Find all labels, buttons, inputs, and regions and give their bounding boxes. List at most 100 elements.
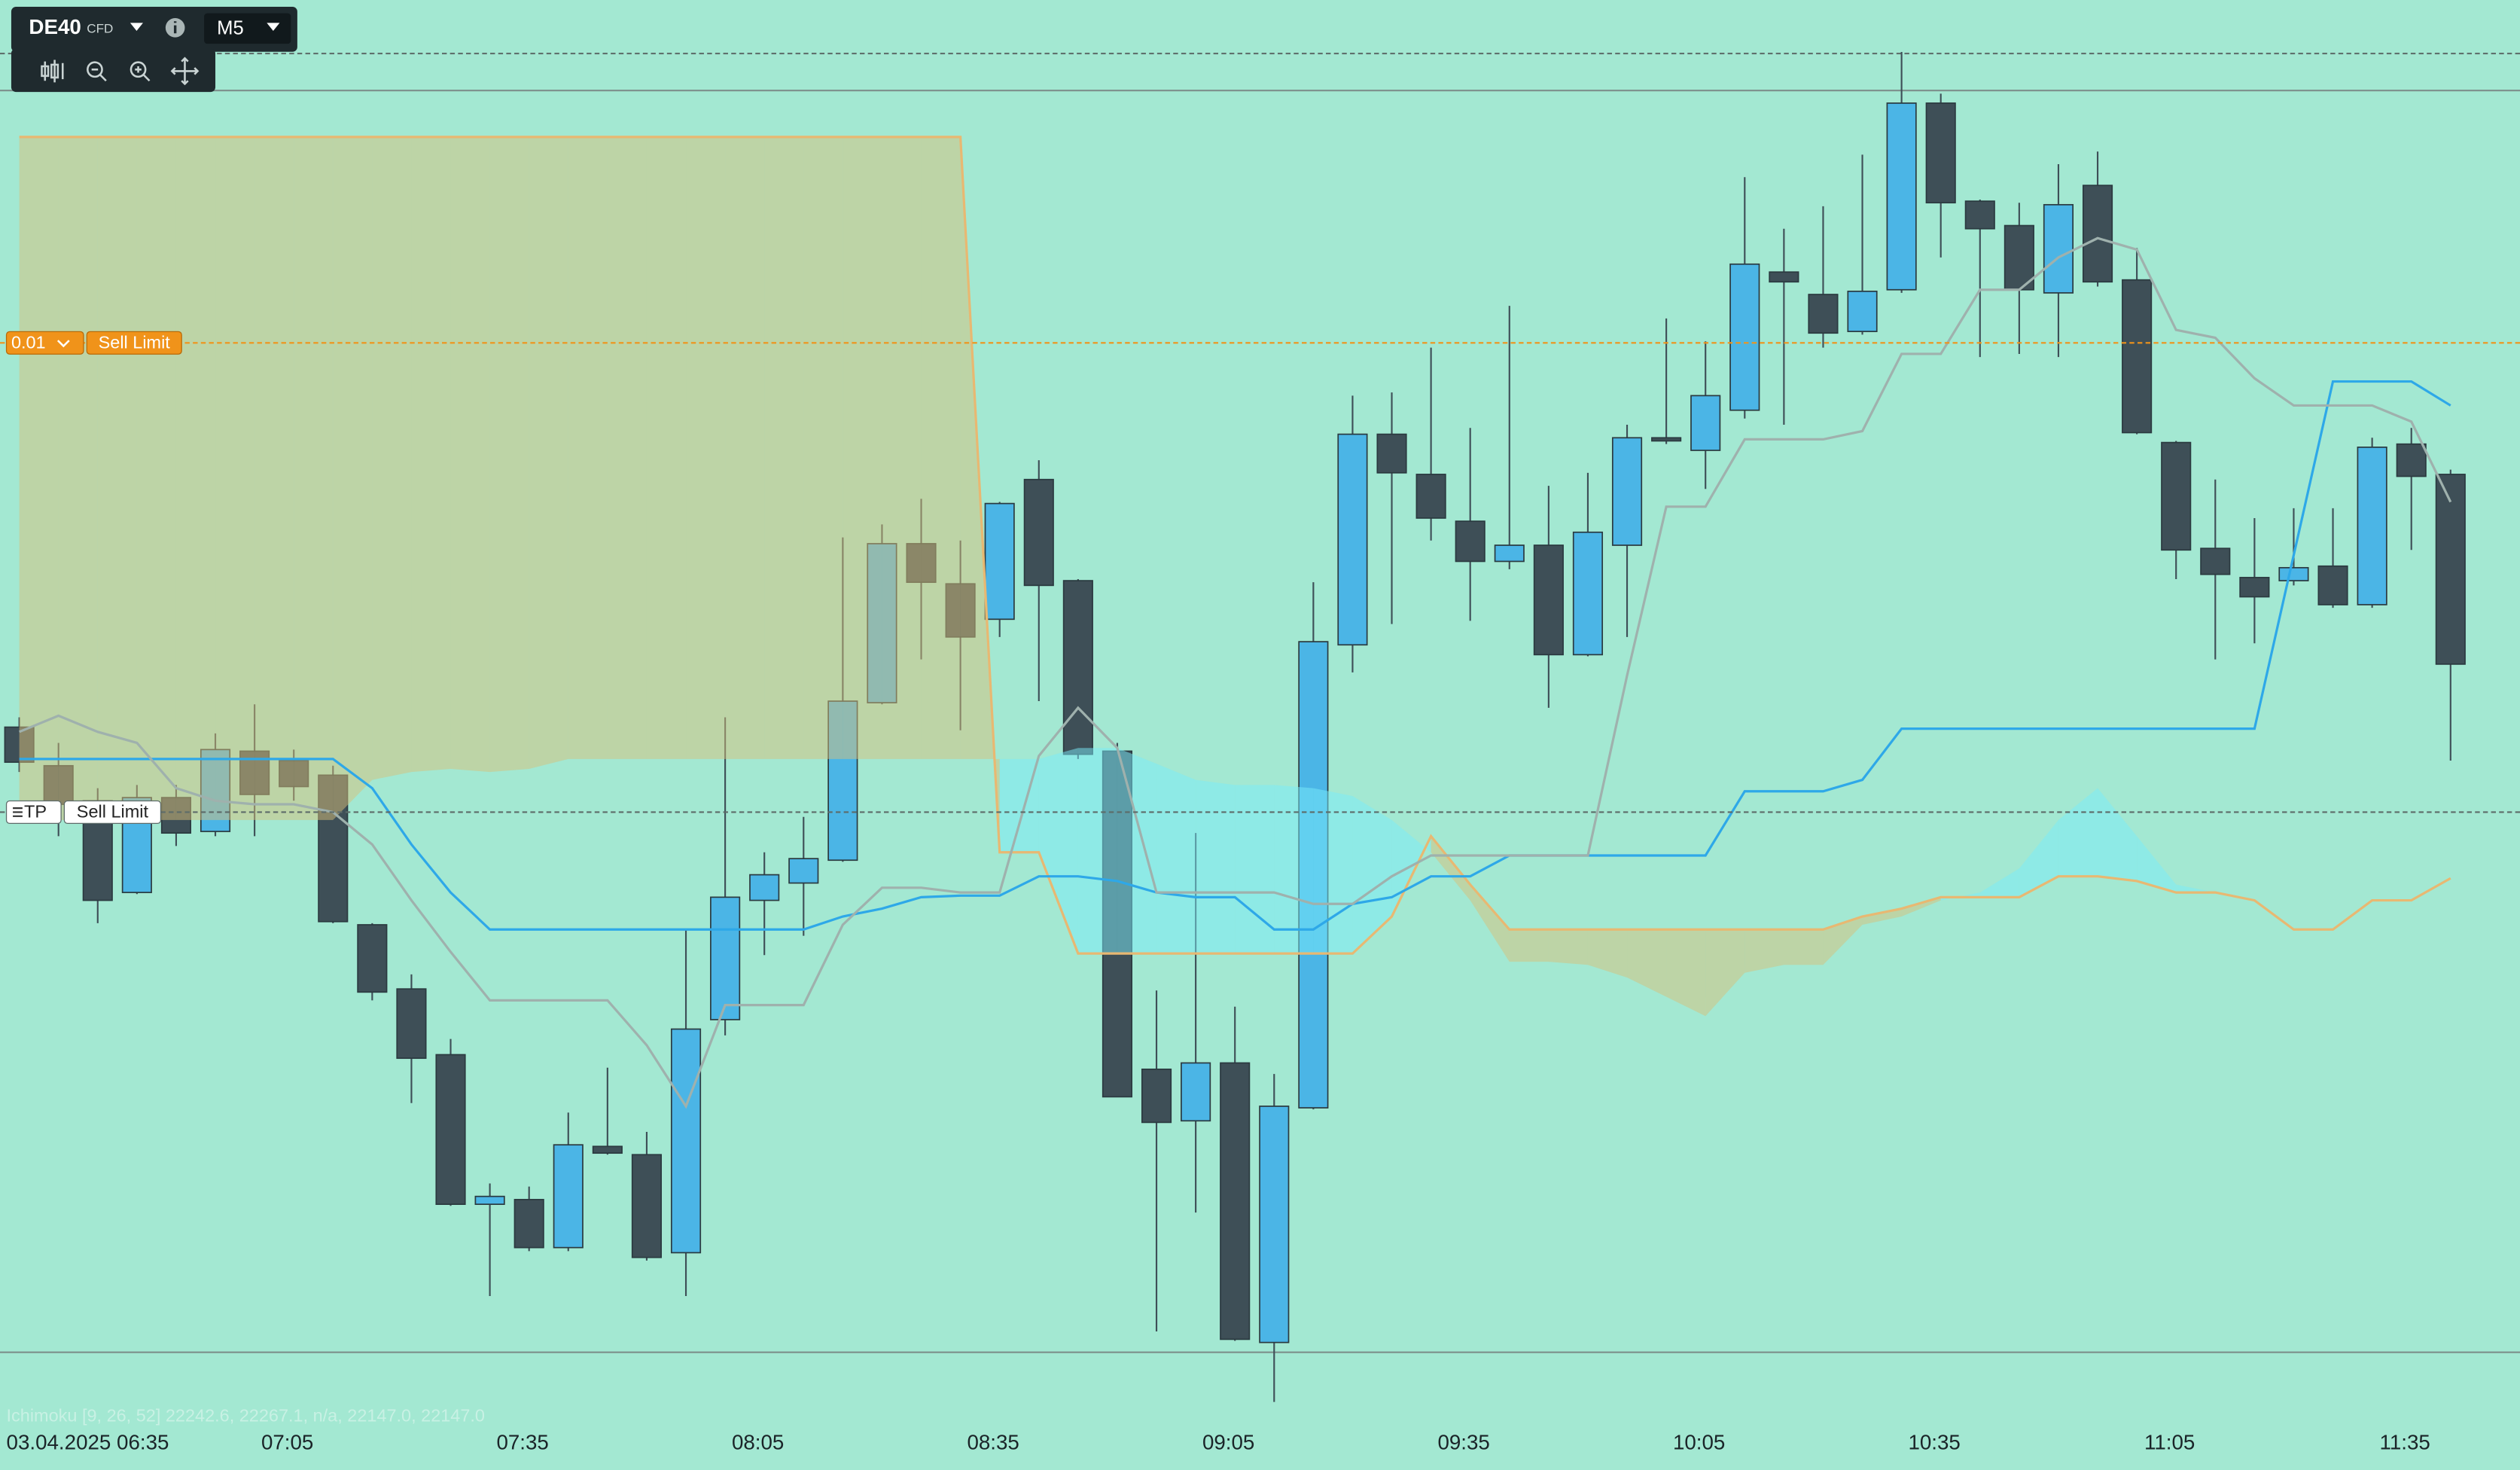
x-tick-label: 11:05 bbox=[2144, 1431, 2195, 1454]
order-label[interactable]: 0.01 Sell Limit bbox=[5, 331, 182, 355]
timeframe: M5 bbox=[217, 18, 244, 39]
chart-type-icon[interactable] bbox=[41, 59, 64, 83]
indicator-line bbox=[19, 236, 2452, 1109]
candle-body bbox=[710, 896, 741, 1020]
x-tick-label: 08:35 bbox=[967, 1431, 1019, 1454]
timeframe-dropdown[interactable] bbox=[267, 23, 280, 32]
candle-body bbox=[1415, 474, 1446, 519]
cloud-segment bbox=[1077, 748, 1117, 954]
cloud-segment bbox=[1431, 836, 1470, 901]
menu-icon bbox=[13, 807, 23, 817]
candle-body bbox=[1769, 271, 1799, 283]
cloud-segment bbox=[686, 136, 726, 759]
cloud-segment bbox=[489, 136, 529, 773]
zoom-in-icon[interactable] bbox=[130, 61, 151, 82]
tools-box bbox=[11, 48, 216, 93]
dropdown-icon bbox=[56, 340, 70, 348]
cloud-segment bbox=[1117, 748, 1157, 954]
candle-body bbox=[2357, 446, 2387, 605]
levels bbox=[0, 53, 2520, 1353]
candle-body bbox=[1259, 1106, 1290, 1343]
cloud-segment bbox=[1196, 779, 1236, 954]
candle-body bbox=[984, 502, 1015, 621]
x-axis: 03.04.2025 06:35 07:05 07:35 08:05 08:35 09:0… bbox=[7, 1431, 2430, 1454]
symbol-toolbar: DE40 CFD M5 bbox=[11, 7, 297, 93]
order-label-text: Sell Limit bbox=[77, 802, 149, 822]
candle-body bbox=[1572, 531, 1604, 656]
x-tick-label: 03.04.2025 06:35 bbox=[7, 1431, 169, 1454]
cloud-segment bbox=[1509, 929, 1549, 962]
cloud-segment bbox=[450, 136, 490, 773]
order-tag: 0.01 bbox=[11, 333, 46, 352]
cloud-segment bbox=[1587, 929, 1628, 978]
cloud-segment bbox=[1470, 884, 1510, 962]
candle-body bbox=[1181, 1062, 1211, 1122]
cloud-segment bbox=[607, 136, 647, 759]
cloud-segment bbox=[646, 136, 687, 759]
cloud-segment bbox=[2176, 884, 2216, 893]
candle-body bbox=[1886, 102, 1917, 291]
candle-body bbox=[1690, 395, 1721, 451]
cloud-segment bbox=[1548, 929, 1588, 965]
cloud bbox=[19, 136, 2451, 1017]
candle-body bbox=[2161, 441, 2192, 551]
candle-body bbox=[1847, 290, 1878, 333]
symbol-dropdown[interactable] bbox=[130, 23, 143, 32]
cloud-segment bbox=[333, 136, 373, 820]
cloud-segment bbox=[725, 136, 765, 759]
indicator-lines bbox=[19, 236, 2452, 1109]
candle-body bbox=[1376, 433, 1407, 474]
candle-body bbox=[670, 1028, 702, 1254]
order-tag-box[interactable] bbox=[5, 800, 62, 825]
candle-body bbox=[1220, 1062, 1251, 1340]
order-label-box[interactable] bbox=[86, 331, 182, 355]
crosshair-icon[interactable] bbox=[170, 56, 200, 86]
x-tick-label: 08:05 bbox=[732, 1431, 784, 1454]
candle-body bbox=[2239, 577, 2270, 598]
orders: 0.01 Sell Limit TP Sell Limit bbox=[0, 331, 2520, 825]
candle-body bbox=[1729, 263, 1760, 411]
symbol[interactable]: DE40 bbox=[29, 15, 81, 38]
cloud-segment bbox=[1313, 788, 1353, 954]
candle-body bbox=[2278, 566, 2309, 581]
cloud-segment bbox=[1901, 897, 1941, 916]
cloud-segment bbox=[1979, 868, 2019, 898]
candle-body bbox=[2435, 474, 2466, 665]
order-label[interactable]: TP Sell Limit bbox=[5, 800, 162, 825]
cloud-segment bbox=[999, 758, 1039, 852]
cloud-segment bbox=[2019, 819, 2058, 898]
cloud-segment bbox=[1352, 796, 1392, 954]
candle-body bbox=[1611, 437, 1643, 546]
cloud-segment bbox=[568, 136, 608, 759]
cloud-segment bbox=[2058, 788, 2098, 877]
x-tick-label: 07:05 bbox=[261, 1431, 313, 1454]
candle-body bbox=[1533, 544, 1564, 656]
candle-body bbox=[2082, 185, 2113, 283]
cloud-segment bbox=[1235, 785, 1275, 954]
candle-body bbox=[1494, 544, 1525, 563]
candle-body bbox=[1925, 102, 1956, 204]
cloud-segment bbox=[843, 136, 882, 759]
cloud-segment bbox=[254, 136, 294, 820]
timeframe-box[interactable] bbox=[204, 13, 291, 44]
cloud-segment bbox=[58, 136, 98, 820]
candle-body bbox=[1141, 1068, 1172, 1124]
cloud-segment bbox=[411, 136, 451, 773]
x-tick-label: 09:05 bbox=[1202, 1431, 1254, 1454]
candle-body bbox=[1651, 437, 1682, 442]
cloud-segment bbox=[97, 136, 137, 820]
zoom-out-icon[interactable] bbox=[87, 61, 107, 82]
candle-body bbox=[631, 1154, 663, 1258]
cloud-segment bbox=[1744, 929, 1784, 973]
candle-body bbox=[1964, 200, 1995, 230]
candle-body bbox=[592, 1145, 623, 1154]
cloud-segment bbox=[136, 136, 176, 820]
cloud-segment bbox=[2137, 836, 2177, 893]
cloud-segment bbox=[1862, 908, 1902, 925]
order-label-box[interactable] bbox=[63, 800, 162, 825]
cloud-segment bbox=[1156, 764, 1196, 954]
indicator-status: Ichimoku [9, 26, 52] 22242.6, 22267.1, n… bbox=[7, 1405, 485, 1425]
order-tag-box[interactable] bbox=[5, 331, 84, 355]
order-tag: TP bbox=[24, 802, 47, 822]
